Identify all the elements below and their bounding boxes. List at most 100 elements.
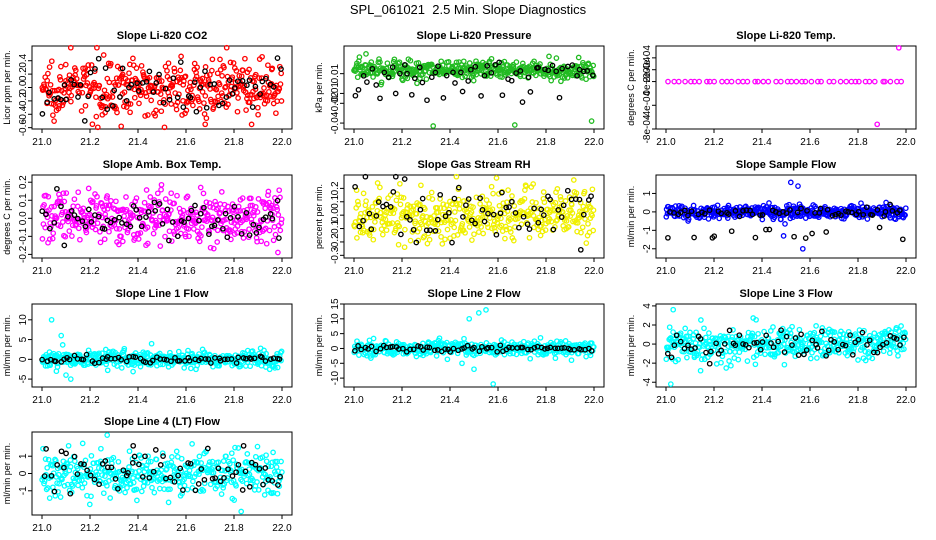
- highlight-point: [496, 59, 502, 66]
- highlight-point: [703, 349, 709, 356]
- data-point: [92, 226, 99, 233]
- highlight-point: [152, 207, 159, 214]
- data-point: [427, 349, 434, 356]
- x-tick-label: 21.4: [440, 395, 460, 406]
- data-point: [755, 330, 761, 337]
- x-tick-label: 21.6: [488, 266, 508, 277]
- highlight-point: [142, 453, 148, 460]
- data-point: [493, 175, 500, 181]
- data-point: [412, 220, 418, 227]
- data-point: [537, 334, 544, 341]
- highlight-point: [47, 225, 53, 232]
- data-point: [681, 348, 687, 355]
- data-point: [62, 233, 69, 240]
- y-tick-label: 0.01: [330, 63, 341, 83]
- data-point: [196, 238, 203, 245]
- data-point: [62, 61, 69, 68]
- data-point: [278, 70, 285, 77]
- data-point: [728, 78, 735, 85]
- data-point: [46, 236, 53, 243]
- data-point: [581, 188, 588, 195]
- highlight-point: [419, 79, 426, 86]
- data-point: [190, 82, 197, 89]
- data-point: [186, 233, 192, 240]
- data-point: [241, 82, 248, 89]
- highlight-point: [681, 345, 688, 352]
- y-tick-label: 0.0: [330, 208, 341, 222]
- highlight-point: [58, 448, 65, 455]
- highlight-point: [192, 202, 198, 209]
- y-tick-label: -0.2: [330, 233, 341, 251]
- highlight-point: [882, 208, 889, 215]
- data-point: [145, 112, 151, 118]
- y-tick-label: 0.0: [18, 211, 29, 225]
- data-point: [41, 202, 47, 208]
- x-tick-label: 21.4: [128, 395, 148, 406]
- data-point: [796, 326, 803, 333]
- data-point: [40, 86, 47, 93]
- data-point: [96, 350, 102, 357]
- data-point: [789, 323, 795, 330]
- highlight-point: [849, 351, 856, 358]
- x-tick-label: 21.4: [752, 395, 772, 406]
- highlight-point: [225, 466, 231, 473]
- data-point: [813, 323, 819, 329]
- data-point: [261, 85, 267, 91]
- data-point: [391, 56, 398, 63]
- highlight-point: [111, 87, 118, 94]
- data-point: [99, 472, 105, 478]
- highlight-point: [168, 358, 174, 365]
- highlight-point: [278, 66, 284, 72]
- highlight-point: [88, 219, 95, 225]
- highlight-point: [759, 212, 766, 218]
- data-point: [426, 236, 433, 243]
- highlight-point: [413, 239, 420, 246]
- data-point: [547, 207, 554, 214]
- highlight-point: [443, 72, 450, 79]
- data-point: [181, 365, 188, 371]
- data-point: [391, 206, 398, 213]
- highlight-point: [246, 232, 253, 238]
- data-point: [192, 76, 199, 83]
- data-point: [548, 77, 555, 84]
- highlight-point: [267, 211, 274, 217]
- data-point: [667, 381, 674, 387]
- highlight-point: [229, 91, 236, 97]
- data-point: [256, 75, 263, 81]
- highlight-point: [829, 212, 836, 219]
- highlight-point: [206, 231, 212, 238]
- data-point: [44, 464, 51, 471]
- highlight-point: [136, 461, 142, 468]
- data-point: [590, 62, 597, 69]
- data-point: [782, 221, 788, 227]
- data-point: [412, 218, 419, 225]
- data-point: [80, 205, 87, 212]
- data-point: [63, 470, 69, 477]
- highlight-point: [364, 79, 370, 85]
- data-point: [191, 60, 198, 67]
- data-point: [459, 74, 466, 81]
- data-point: [216, 81, 223, 88]
- highlight-point: [688, 208, 695, 215]
- highlight-point: [191, 79, 198, 86]
- data-point: [869, 355, 876, 362]
- y-tick-label: -0.3: [330, 246, 341, 264]
- data-point: [98, 200, 105, 207]
- data-point: [190, 478, 196, 485]
- data-point: [374, 180, 381, 186]
- data-point: [126, 464, 132, 470]
- highlight-point: [671, 342, 678, 349]
- data-point: [246, 471, 253, 478]
- y-tick-label: 0.2: [18, 175, 29, 189]
- highlight-point: [576, 196, 583, 203]
- data-point: [258, 238, 265, 245]
- data-point: [209, 56, 216, 63]
- data-point: [263, 240, 270, 247]
- highlight-point: [416, 64, 423, 71]
- highlight-point: [224, 234, 231, 241]
- x-tick-label: 21.6: [800, 266, 820, 277]
- data-point: [210, 104, 217, 111]
- data-point: [153, 107, 159, 114]
